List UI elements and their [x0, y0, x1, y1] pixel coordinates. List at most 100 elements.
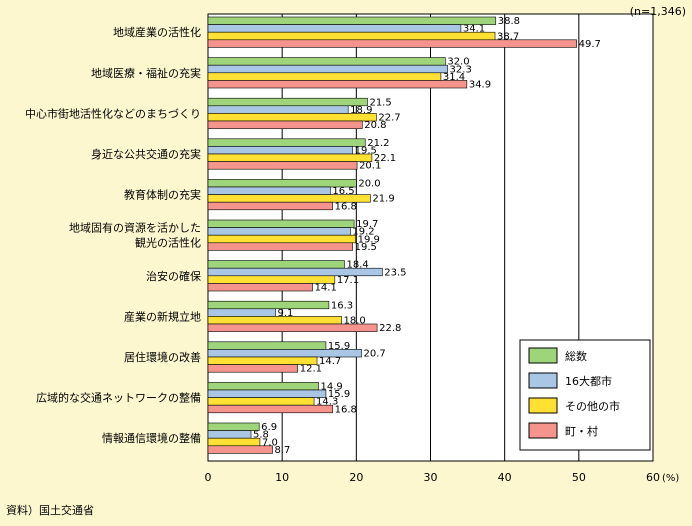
data-label: 7.0 [262, 437, 278, 448]
data-label: 19.9 [358, 234, 380, 245]
data-label: 20.8 [364, 120, 386, 131]
bar [207, 382, 319, 391]
data-label: 6.9 [261, 422, 277, 433]
bar [207, 16, 497, 25]
bar [207, 227, 351, 236]
bar [207, 72, 442, 81]
category-label: 地域産業の活性化 [113, 25, 201, 39]
data-label: 20.0 [358, 179, 380, 190]
category-labels: 地域産業の活性化地域医療・福祉の充実中心市街地活性化などのまちづくり身近な公共交… [25, 25, 201, 445]
legend-label: その他の市 [565, 399, 620, 413]
data-label: 16.3 [331, 300, 353, 311]
data-label: 18.4 [346, 260, 368, 271]
bar [207, 397, 315, 406]
data-label: 9.1 [277, 308, 293, 319]
data-label: 20.1 [359, 161, 381, 172]
bar [207, 24, 462, 33]
bar [207, 153, 373, 162]
sample-note: (n=1,346) [630, 5, 686, 18]
legend-label: 総数 [565, 349, 587, 363]
bar [207, 219, 355, 228]
category-label: 産業の新規立地 [124, 309, 201, 323]
data-label: 15.9 [328, 341, 350, 352]
bar [207, 39, 577, 48]
category-label: 地域固有の資源を活かした [69, 221, 201, 235]
bar [207, 341, 327, 350]
legend-swatch [528, 347, 558, 364]
x-axis-unit: (%) [662, 473, 679, 484]
data-label: 14.9 [321, 382, 343, 393]
data-label: 18.0 [344, 316, 366, 327]
data-label: 22.1 [374, 153, 396, 164]
bar [207, 138, 366, 147]
data-label: 19.7 [356, 219, 378, 230]
bar [207, 120, 363, 129]
category-label: 身近な公共交通の充実 [91, 147, 201, 161]
data-label: 22.7 [378, 113, 400, 124]
data-label: 14.1 [315, 283, 337, 294]
bar [207, 57, 446, 66]
data-label: 16.8 [335, 404, 357, 415]
x-tick-label: 20 [349, 471, 363, 484]
category-label: 情報通信環境の整備 [102, 431, 201, 445]
bar [207, 146, 353, 155]
bar [207, 308, 276, 317]
data-label: 18.9 [350, 105, 372, 116]
data-label: 15.9 [328, 389, 350, 400]
data-label: 34.1 [463, 24, 485, 35]
data-label: 22.8 [379, 323, 401, 334]
bars [207, 16, 577, 454]
data-label: 32.3 [450, 64, 472, 75]
x-tick-label: 60 [646, 471, 660, 484]
source-note: 資料）国土交通省 [6, 503, 94, 517]
bar [207, 97, 368, 107]
data-label: 38.7 [497, 31, 519, 42]
bar [207, 234, 356, 244]
bar [207, 323, 378, 332]
x-tick-labels: 0 10 20 30 40 50 60 [205, 471, 661, 484]
x-tick-label: 0 [205, 471, 212, 484]
bar [207, 260, 345, 269]
bar [207, 283, 313, 292]
bar [207, 242, 353, 251]
category-label: 観光の活性化 [135, 236, 201, 250]
bar [207, 422, 260, 431]
legend-swatch [528, 397, 558, 414]
bar [207, 430, 252, 439]
data-label: 49.7 [579, 39, 601, 50]
legend-swatch [528, 422, 558, 439]
data-label: 21.2 [367, 138, 389, 149]
data-label: 14.3 [316, 397, 338, 408]
data-label: 5.8 [253, 430, 269, 441]
legend-label: 町・村 [565, 424, 598, 438]
category-label: 治安の確保 [146, 269, 201, 283]
data-label: 12.1 [300, 364, 322, 375]
bar [207, 64, 448, 74]
bar [207, 445, 273, 454]
data-label: 14.7 [319, 356, 341, 367]
data-label: 19.5 [355, 242, 377, 253]
data-label: 19.5 [355, 146, 377, 157]
data-label: 31.4 [443, 72, 465, 83]
x-tick-label: 10 [275, 471, 289, 484]
data-label: 16.8 [335, 201, 357, 212]
bar [207, 161, 358, 170]
data-label: 17.1 [337, 275, 359, 286]
bar [207, 105, 349, 114]
x-tick-label: 50 [572, 471, 586, 484]
bar [207, 404, 333, 414]
data-label: 20.7 [364, 349, 386, 360]
data-label: 8.7 [275, 445, 291, 456]
bar [207, 316, 342, 325]
data-label: 21.9 [372, 194, 394, 205]
bar [207, 300, 330, 310]
legend-swatch [528, 372, 558, 389]
data-labels: 38.8 34.1 38.7 49.7 32.032.331.4 34.9 21.518.9… [253, 16, 601, 456]
bar [207, 186, 331, 195]
category-label: 中心市街地活性化などのまちづくり [25, 106, 201, 120]
data-label: 19.2 [352, 227, 374, 238]
data-label: 32.0 [447, 57, 469, 68]
bar [207, 364, 299, 373]
